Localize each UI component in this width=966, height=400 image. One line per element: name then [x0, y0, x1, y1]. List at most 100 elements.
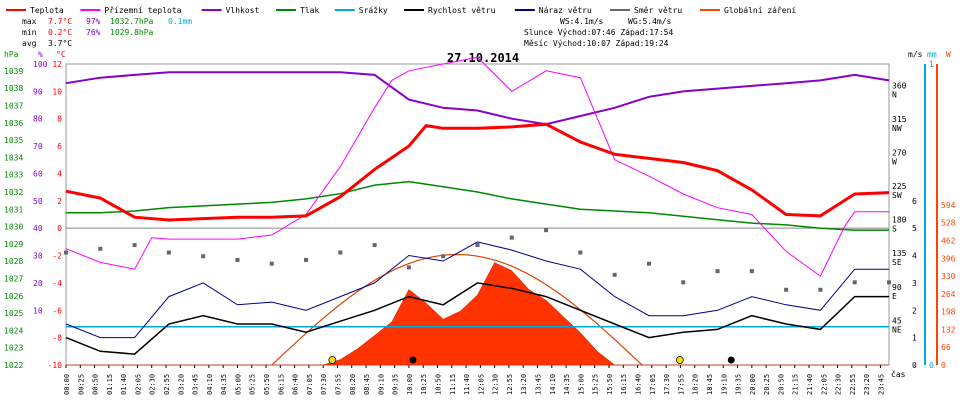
moon-info: Měsíc Východ:10:07 Západ:19:24 — [524, 39, 669, 48]
legend-item: Srážky — [359, 6, 388, 15]
tick-ms: 1 — [912, 334, 917, 343]
tick-hpa: 1024 — [4, 326, 23, 335]
sun-info: Slunce Východ:07:46 Západ:17:54 — [524, 28, 673, 37]
tick-ms: 2 — [912, 306, 917, 315]
tick-hpa: 1030 — [4, 223, 23, 232]
moonrise-marker — [409, 356, 417, 364]
tick-pct: 80 — [33, 115, 43, 124]
wind-direction-point — [646, 261, 651, 266]
axis-label-ms: m/s — [908, 50, 923, 59]
axis-label-celsius: °C — [56, 50, 66, 59]
tick-time: 16:15 — [620, 374, 628, 395]
tick-hpa: 1023 — [4, 344, 23, 353]
axis-label-time: čas — [891, 369, 906, 379]
axis-label-w: W — [946, 50, 951, 59]
series-wind-gust — [65, 241, 889, 339]
tick-time: 10:25 — [420, 374, 428, 395]
tick-ms: 4 — [912, 252, 917, 261]
tick-time: 01:15 — [106, 374, 114, 395]
tick-pct: 30 — [33, 252, 43, 261]
legend: Teplota Přízemní teplota Vlhkost Tlak Srážky… — [6, 6, 796, 15]
tick-temp: 0 — [57, 224, 62, 233]
tick-time: 01:40 — [120, 374, 128, 395]
stat-max-hum: 97% — [86, 17, 101, 26]
tick-w: 264 — [941, 290, 956, 299]
tick-time: 22:55 — [849, 374, 857, 395]
tick-direction: 45 — [892, 316, 902, 325]
tick-hpa: 1022 — [4, 361, 23, 370]
sunrise-marker — [328, 356, 337, 364]
stat-min-label: min — [22, 28, 37, 37]
tick-time: 15:00 — [577, 374, 585, 395]
tick-time: 05:25 — [249, 374, 257, 395]
axis-label-mm: mm — [927, 50, 937, 59]
wind-direction-point — [818, 287, 823, 292]
wind-direction-point — [132, 243, 137, 248]
tick-hpa: 1035 — [4, 136, 23, 145]
tick-time: 05:50 — [263, 374, 271, 395]
wind-direction-point — [269, 261, 274, 266]
tick-time: 02:55 — [163, 374, 171, 395]
wind-direction-point — [612, 272, 617, 277]
tick-temp: 2 — [57, 197, 62, 206]
tick-time: 04:35 — [220, 374, 228, 395]
axis-label-pct: % — [38, 50, 43, 59]
tick-hpa: 1037 — [4, 102, 23, 111]
tick-hpa: 1027 — [4, 275, 23, 284]
legend-item: Vlhkost — [226, 6, 260, 15]
wind-direction-point — [544, 228, 549, 233]
stat-max-temp: 7.7°C — [48, 17, 72, 26]
tick-w: 462 — [941, 236, 956, 245]
tick-temp: 10 — [52, 87, 62, 96]
tick-mm: 0 — [929, 361, 934, 370]
tick-time: 03:45 — [192, 374, 200, 395]
tick-w: 396 — [941, 254, 956, 263]
tick-direction: 360 — [892, 82, 907, 91]
wind-direction-point — [372, 243, 377, 248]
tick-direction: 315 — [892, 115, 907, 124]
wind-direction-point — [441, 254, 446, 259]
tick-time: 21:40 — [806, 374, 814, 395]
tick-pct: 10 — [33, 306, 43, 315]
tick-hpa: 1025 — [4, 309, 23, 318]
tick-time: 12:05 — [477, 374, 485, 395]
tick-time: 19:10 — [720, 374, 728, 395]
tick-direction: 225 — [892, 182, 907, 191]
sunset-marker — [675, 356, 684, 364]
legend-item: Směr větru — [634, 6, 682, 15]
tick-hpa: 1039 — [4, 67, 23, 76]
tick-time: 15:25 — [592, 374, 600, 395]
tick-time: 17:55 — [677, 374, 685, 395]
wind-direction-point — [235, 257, 240, 262]
tick-temp: -6 — [52, 306, 62, 315]
tick-mm: 1 — [929, 60, 934, 69]
series-wind-speed — [65, 282, 889, 355]
tick-ms: 3 — [912, 279, 917, 288]
series-humidity — [65, 71, 890, 126]
tick-time: 12:55 — [506, 374, 514, 395]
tick-time: 00:50 — [92, 374, 100, 395]
tick-direction: 135 — [892, 249, 907, 258]
tick-time: 08:45 — [363, 374, 371, 395]
tick-temp: -8 — [52, 334, 62, 343]
tick-ms: 5 — [912, 224, 917, 233]
legend-item: Globální záření — [724, 6, 796, 15]
wind-direction-point — [887, 280, 891, 285]
tick-temp: -4 — [52, 279, 62, 288]
tick-time: 20:50 — [777, 374, 785, 395]
tick-time: 00:25 — [77, 374, 85, 395]
stat-avg-temp: 3.7°C — [48, 39, 72, 48]
tick-direction: 270 — [892, 149, 907, 158]
stat-max-rain: 0.1mm — [168, 17, 192, 26]
legend-item: Přízemní teplota — [104, 6, 181, 15]
tick-time: 07:55 — [334, 374, 342, 395]
tick-direction: 90 — [892, 283, 902, 292]
tick-time: 13:20 — [520, 374, 528, 395]
tick-time: 09:35 — [392, 374, 400, 395]
tick-hpa: 1026 — [4, 292, 23, 301]
tick-pct: 70 — [33, 142, 43, 151]
tick-time: 21:15 — [792, 374, 800, 395]
tick-time: 09:10 — [377, 374, 385, 395]
wind-speed-info: WS:4.1m/s — [560, 17, 604, 26]
